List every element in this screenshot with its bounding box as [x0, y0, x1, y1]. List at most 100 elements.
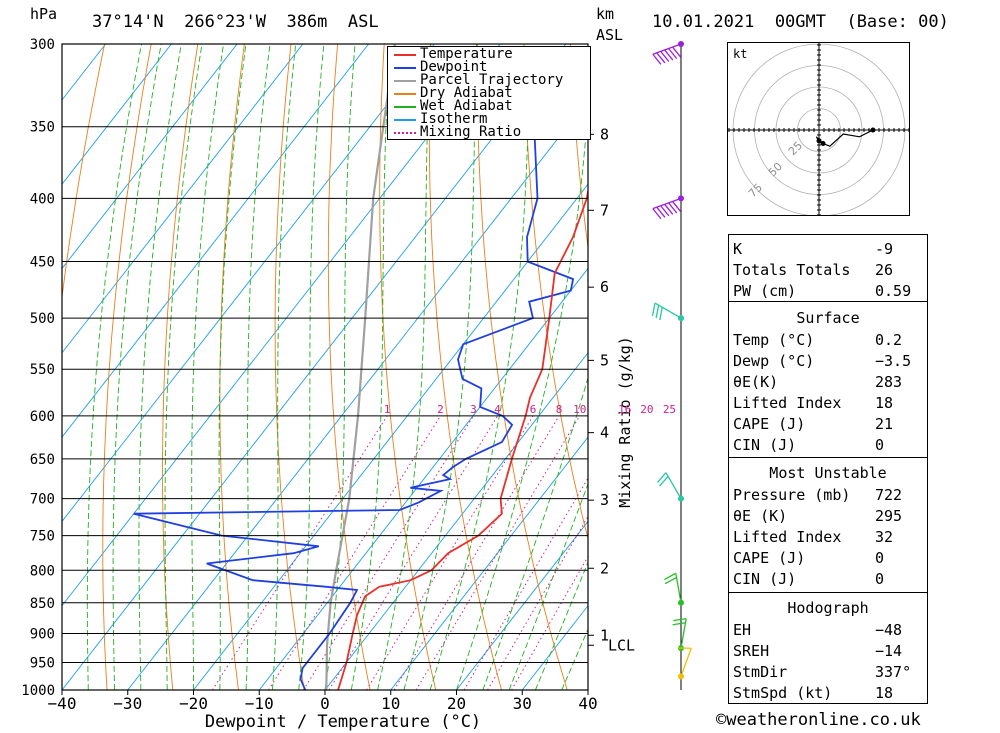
height-tick-label: 8	[600, 125, 609, 143]
legend-swatch	[394, 132, 416, 134]
wind-barb-staff	[681, 648, 691, 676]
dry-adiabat	[103, 44, 151, 690]
most-unstable-panel: Most Unstable Pressure (mb) 722 θE (K) 2…	[728, 457, 928, 593]
pressure-tick-label: 850	[30, 596, 55, 612]
mixing-ratio-label: 10	[573, 403, 586, 416]
height-tick-label: 3	[600, 491, 609, 509]
height-tick-label: 2	[600, 559, 609, 577]
hodograph-stats-title: Hodograph	[729, 599, 927, 617]
pressure-tick-label: 450	[30, 255, 55, 271]
temp-tick-label: −10	[245, 694, 274, 713]
wind-barb-feather	[660, 307, 663, 320]
surface-label: Dewp (°C)	[733, 352, 814, 370]
mixing-ratio-line	[394, 416, 559, 690]
mixing-ratio-label: 2	[437, 403, 444, 416]
mixing-ratio-line	[512, 416, 670, 690]
dry-adiabat	[943, 44, 1000, 690]
asl-label: ASL	[596, 28, 623, 43]
mixing-ratio-label: 20	[640, 403, 653, 416]
legend-entry: Mixing Ratio	[388, 126, 588, 139]
surface-title: Surface	[729, 309, 927, 327]
pressure-tick-label: 550	[30, 362, 55, 378]
legend-entry: Temperature	[388, 48, 588, 61]
surface-value: 0.2	[875, 331, 902, 349]
wet-adiabat	[457, 44, 592, 690]
hodo-value: −48	[875, 621, 902, 639]
legend-label: Mixing Ratio	[420, 126, 521, 139]
isotherm-line	[128, 44, 632, 690]
index-value: -9	[875, 240, 893, 258]
legend-swatch	[394, 119, 416, 121]
most-unstable-title: Most Unstable	[729, 464, 927, 482]
pressure-tick-label: 500	[30, 311, 55, 327]
wet-adiabat	[299, 44, 324, 690]
pressure-tick-label: 900	[30, 626, 55, 642]
km-label: km	[596, 7, 614, 22]
mixing-ratio-label: 1	[384, 403, 391, 416]
legend-entry: Wet Adiabat	[388, 100, 588, 113]
wet-adiabat	[165, 44, 202, 690]
temp-tick-label: 20	[447, 694, 466, 713]
temp-tick-label: 40	[578, 694, 597, 713]
hodograph-point	[821, 141, 826, 146]
wind-barb-feather	[653, 303, 656, 316]
unstable-label: CAPE (J)	[733, 549, 805, 567]
hodo-value: 337°	[875, 663, 911, 681]
plot-frame	[62, 44, 588, 690]
surface-value: −3.5	[875, 352, 911, 370]
hodo-value: 18	[875, 684, 893, 702]
legend-swatch	[394, 106, 416, 108]
wet-adiabat	[246, 44, 270, 690]
lcl-label: LCL	[608, 636, 635, 654]
pressure-tick-label: 950	[30, 655, 55, 671]
pressure-tick-label: 650	[30, 452, 55, 468]
hodograph-ring-label: 25	[786, 139, 805, 158]
surface-value: 18	[875, 394, 893, 412]
temp-tick-label: −20	[179, 694, 208, 713]
legend-swatch	[394, 67, 416, 69]
height-tick-label: 6	[600, 278, 609, 296]
surface-value: 283	[875, 373, 902, 391]
pressure-unit-label: hPa	[30, 7, 57, 22]
mixing-ratio-label: 6	[530, 403, 537, 416]
parcel-trajectory-line	[326, 44, 395, 690]
legend-swatch	[394, 93, 416, 95]
copyright-link[interactable]: ©weatheronline.co.uk	[716, 712, 921, 729]
pressure-tick-label: 300	[30, 37, 55, 53]
height-tick-label: 4	[600, 424, 609, 442]
height-tick-label: 7	[600, 201, 609, 219]
legend-swatch	[394, 54, 416, 56]
isotherm-line	[259, 44, 763, 690]
mixing-ratio-label: 16	[618, 403, 631, 416]
surface-value: 0	[875, 436, 884, 454]
surface-label: CIN (J)	[733, 436, 796, 454]
wet-adiabat	[219, 44, 246, 690]
pressure-tick-label: 800	[30, 563, 55, 579]
pressure-tick-label: 700	[30, 492, 55, 508]
temp-tick-label: 10	[381, 694, 400, 713]
unstable-label: Pressure (mb)	[733, 486, 850, 504]
index-value: 0.59	[875, 282, 911, 300]
temp-tick-label: 0	[320, 694, 330, 713]
unstable-value: 722	[875, 486, 902, 504]
dry-adiabat	[990, 44, 1000, 690]
unstable-label: CIN (J)	[733, 570, 796, 588]
pressure-tick-label: 350	[30, 120, 55, 136]
hodo-label: SREH	[733, 642, 769, 660]
unstable-label: Lifted Index	[733, 528, 841, 546]
unstable-label: θE (K)	[733, 507, 787, 525]
dry-adiabat	[220, 44, 245, 690]
pressure-tick-label: 750	[30, 529, 55, 545]
mixing-ratio-axis-title: Mixing Ratio (g/kg)	[616, 336, 634, 508]
unstable-value: 0	[875, 570, 884, 588]
hodograph-point	[871, 128, 876, 133]
wind-barb-feather	[673, 619, 686, 621]
hodograph-stats-panel: Hodograph EH −48 SREH −14 StmDir 337° St…	[728, 592, 928, 704]
hodo-value: −14	[875, 642, 902, 660]
temp-tick-label: −40	[48, 694, 77, 713]
x-axis-title: Dewpoint / Temperature (°C)	[205, 712, 481, 732]
index-value: 26	[875, 261, 893, 279]
hodo-label: StmSpd (kt)	[733, 684, 832, 702]
surface-label: Lifted Index	[733, 394, 841, 412]
chart-legend: Temperature Dewpoint Parcel Trajectory D…	[387, 46, 591, 140]
